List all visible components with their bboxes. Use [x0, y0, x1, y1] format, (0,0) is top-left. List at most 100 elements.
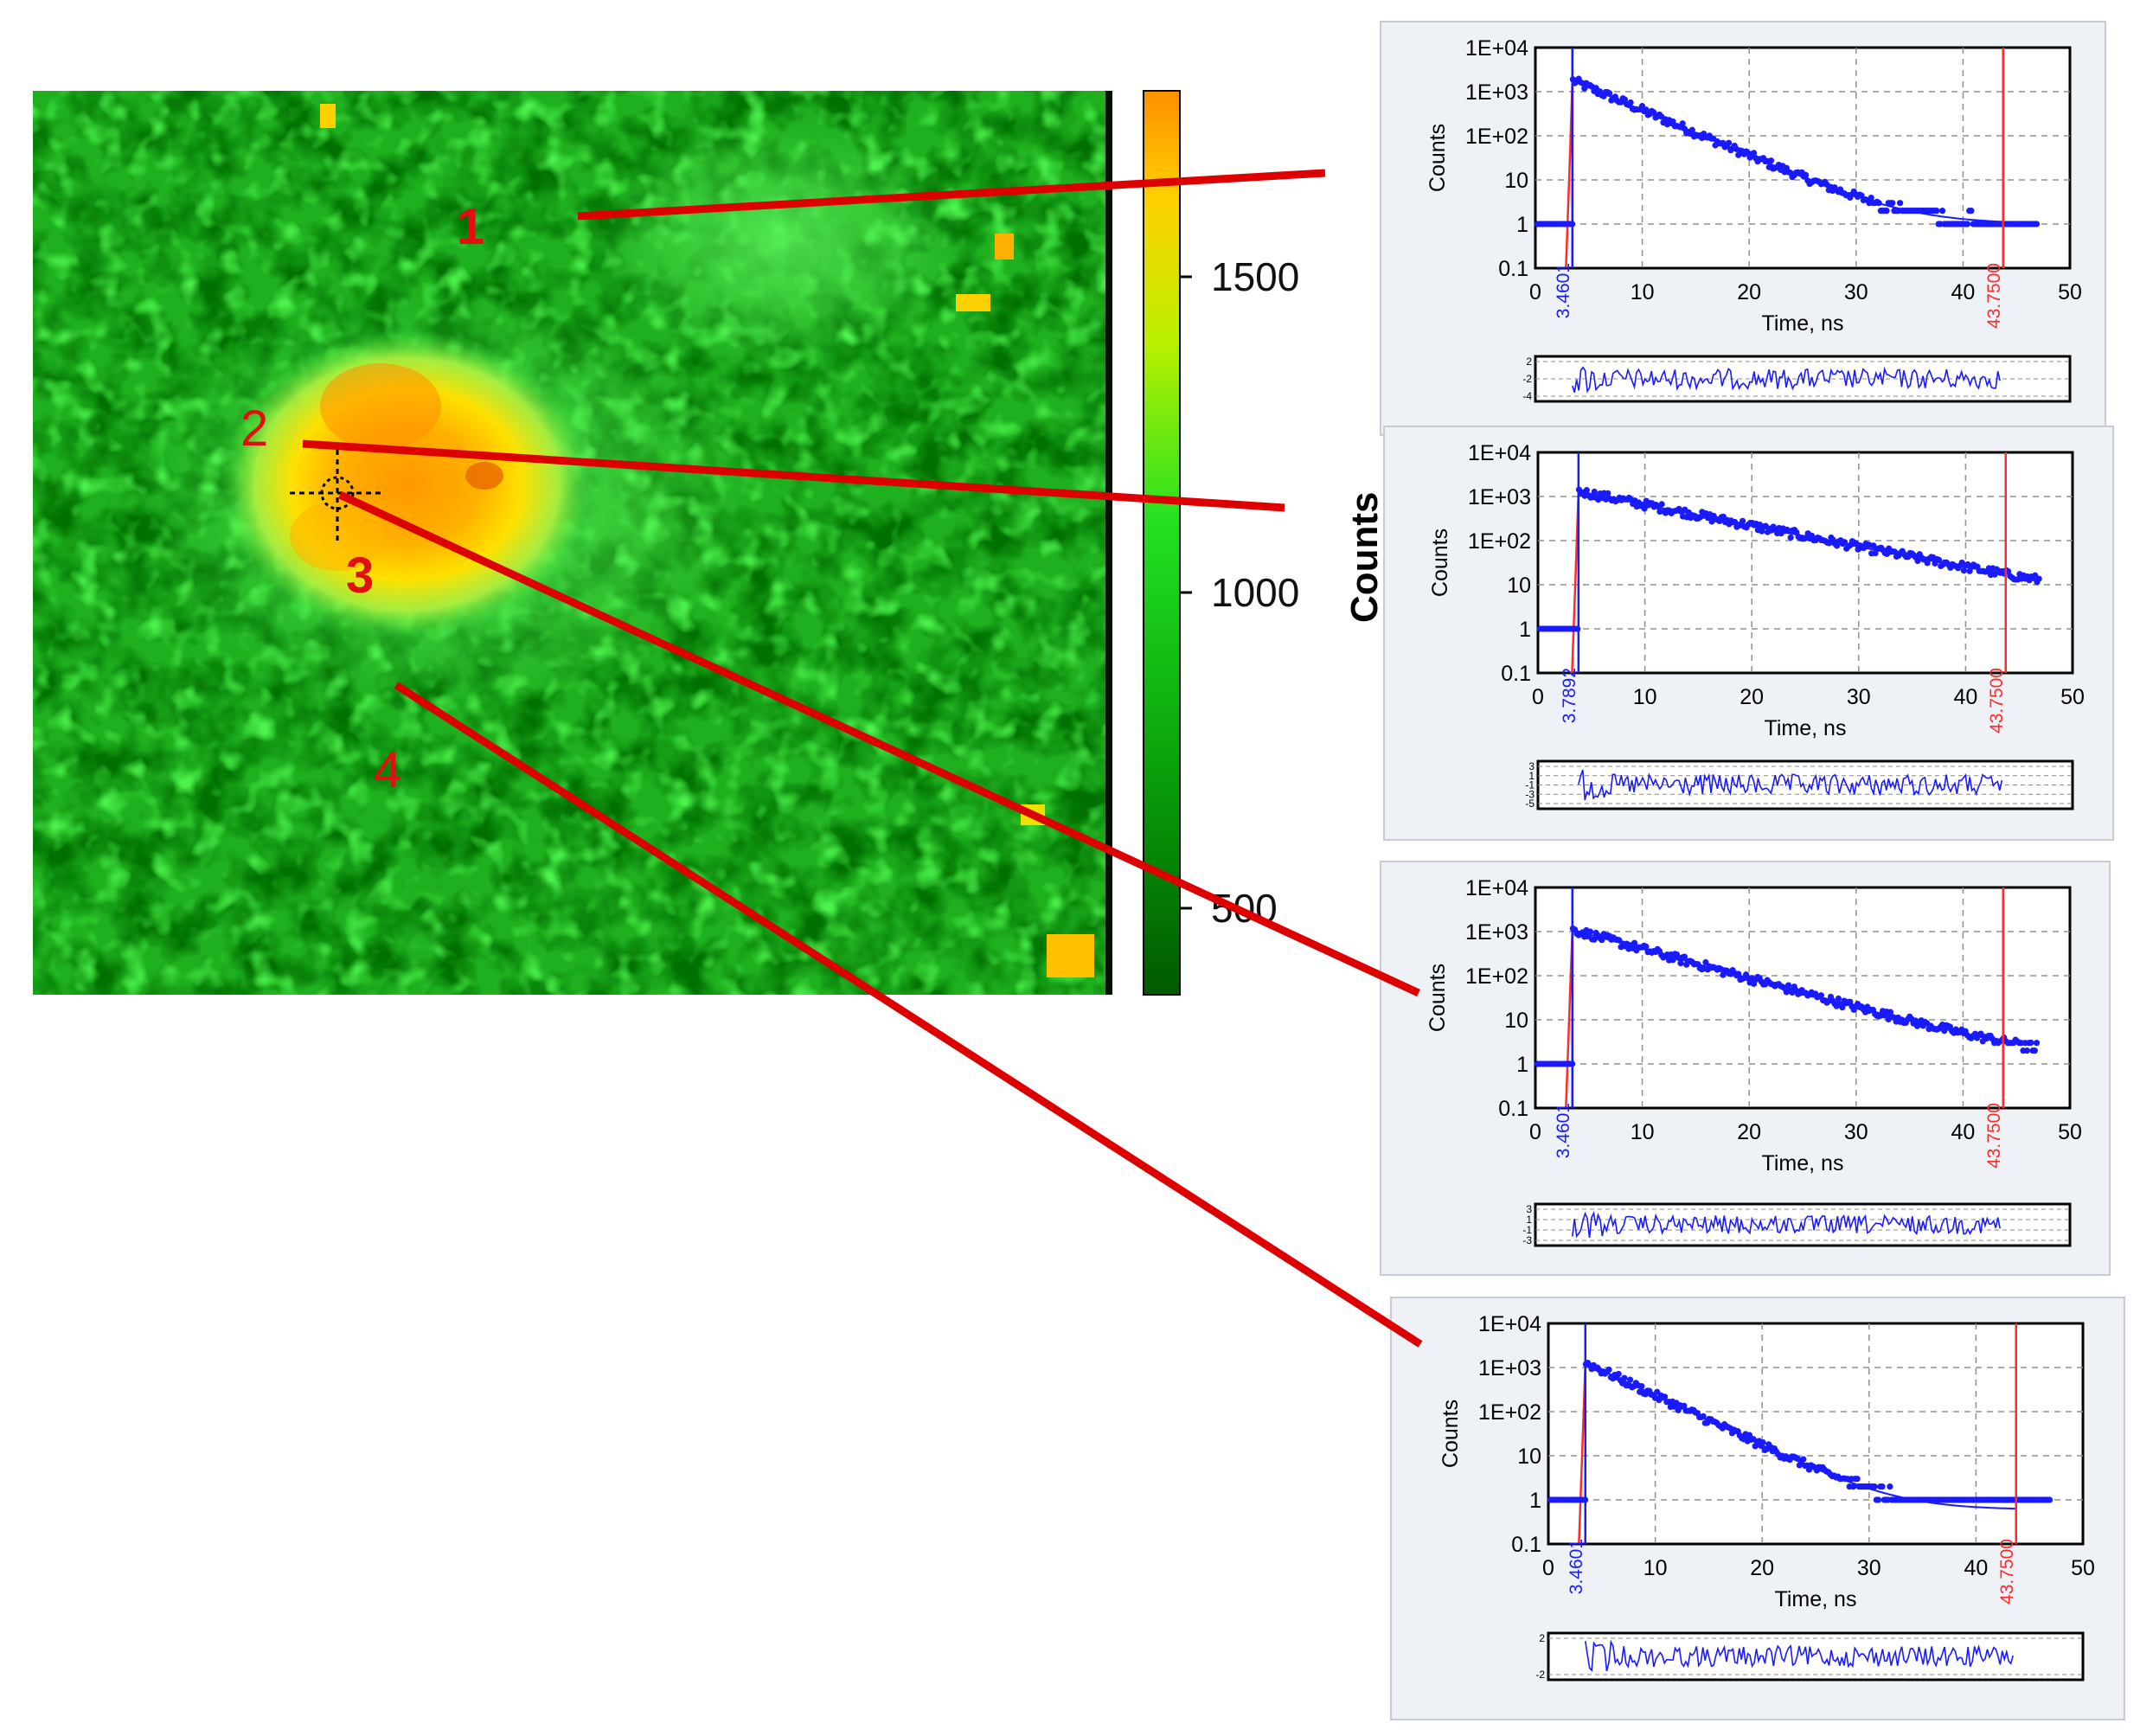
x-tick-label: 30 — [1844, 280, 1868, 304]
y-tick-label: 10 — [1504, 169, 1528, 193]
data-point — [1586, 928, 1594, 935]
data-point — [1868, 194, 1874, 202]
x-tick-label: 10 — [1631, 1120, 1655, 1144]
data-point — [1735, 970, 1742, 977]
range-marker-label: 3.4601 — [1567, 1539, 1586, 1594]
x-tick-label: 0 — [1529, 1120, 1541, 1144]
data-point — [1960, 567, 1968, 574]
side-counts-label: Counts — [1343, 491, 1386, 623]
data-point — [1887, 1483, 1893, 1490]
y-tick-label: 1E+03 — [1478, 1356, 1541, 1380]
data-point — [1750, 150, 1758, 157]
x-tick-label: 30 — [1844, 1120, 1868, 1144]
data-point — [1725, 139, 1733, 146]
data-point — [1681, 953, 1688, 960]
residuals-tick-label: 2 — [1526, 356, 1532, 368]
data-point — [1591, 936, 1598, 943]
data-point — [1875, 200, 1882, 207]
y-tick-label: 1E+02 — [1465, 964, 1528, 989]
range-marker-label: 3.7892 — [1560, 668, 1579, 723]
connector-line-3 — [338, 490, 1420, 997]
x-tick-label: 20 — [1737, 280, 1761, 304]
data-point — [1941, 1028, 1948, 1035]
y-tick-label: 1E+04 — [1468, 441, 1531, 465]
y-tick-label: 1E+03 — [1465, 920, 1528, 945]
residuals-tick-label: -5 — [1525, 798, 1535, 810]
x-tick-label: 10 — [1633, 685, 1657, 709]
data-point — [1883, 208, 1890, 215]
data-point — [1702, 958, 1709, 966]
data-point — [1935, 556, 1943, 563]
colorbar-gradient — [1143, 90, 1181, 996]
data-point — [2028, 1039, 2034, 1047]
decay-chart-1: 1E+04 1E+03 1E+02 10 1 0.10 10 20 30 40 50 Time, ns… — [1380, 21, 2106, 436]
y-tick-label: 1 — [1519, 618, 1531, 642]
data-point — [1794, 1455, 1801, 1462]
data-point — [1871, 1483, 1878, 1490]
residuals-tick-label: 3 — [1526, 1203, 1532, 1215]
y-tick-label: 0.1 — [1498, 1097, 1528, 1121]
x-tick-label: 30 — [1847, 685, 1871, 709]
y-tick-label: 10 — [1507, 573, 1531, 598]
y-tick-label: 0.1 — [1498, 257, 1528, 281]
range-marker-label: 43.7500 — [1984, 1103, 2004, 1169]
x-tick-label: 50 — [2058, 280, 2082, 304]
range-marker-label: 3.4601 — [1554, 263, 1573, 318]
data-point — [1991, 571, 1998, 578]
residuals-line — [1584, 1639, 2014, 1672]
x-tick-label: 0 — [1542, 1556, 1554, 1580]
y-tick-label: 10 — [1504, 1009, 1528, 1033]
data-point — [1627, 99, 1634, 106]
data-point — [1605, 1366, 1612, 1374]
data-point — [1650, 109, 1657, 116]
range-marker-label: 43.7500 — [1987, 668, 2007, 733]
data-point — [1817, 992, 1824, 999]
region-label-2: 2 — [240, 400, 268, 457]
x-tick-label: 10 — [1631, 280, 1655, 304]
data-point — [1887, 1009, 1894, 1015]
y-tick-label: 1E+02 — [1465, 125, 1528, 149]
data-point — [1854, 1476, 1861, 1483]
residuals-frame — [1547, 1631, 2085, 1682]
y-tick-label: 1E+03 — [1465, 80, 1528, 105]
data-point — [1968, 208, 1975, 215]
data-point — [2033, 221, 2041, 227]
x-tick-label: 20 — [1740, 685, 1764, 709]
data-point — [1874, 1496, 1882, 1503]
plot-area — [1534, 886, 2072, 1110]
residuals-tick-label: -3 — [1525, 788, 1535, 800]
data-point — [1621, 96, 1629, 103]
data-point — [1700, 1413, 1707, 1419]
data-point — [1658, 501, 1665, 508]
x-tick-label: 10 — [1643, 1556, 1668, 1580]
residuals-line — [1572, 366, 2001, 394]
decay-chart-3: 1E+04 1E+03 1E+02 10 1 0.10 10 20 30 40 50 Time, ns… — [1380, 861, 2111, 1276]
y-tick-label: 1 — [1516, 213, 1528, 237]
region-labels: 1 2 3 4 — [240, 199, 484, 798]
data-point — [1681, 1402, 1688, 1409]
x-tick-label: 50 — [2060, 685, 2085, 709]
connector-line-4 — [394, 682, 1423, 1348]
data-point — [1767, 157, 1775, 164]
plot-area — [1534, 46, 2072, 270]
data-point — [1879, 1483, 1886, 1490]
data-point — [1583, 487, 1590, 494]
residuals-tick-label: -1 — [1525, 779, 1535, 791]
data-point — [1638, 1383, 1645, 1390]
residuals-tick-label: -2 — [1535, 1669, 1545, 1681]
residuals-plot: 2 -2 — [1535, 1631, 2085, 1682]
region-connector-lines — [302, 169, 1423, 1348]
data-point — [2023, 1047, 2031, 1054]
data-point — [1606, 90, 1613, 97]
region-label-4: 4 — [374, 742, 401, 798]
data-point — [1858, 192, 1865, 199]
x-tick-label: 40 — [1951, 1120, 1975, 1144]
crosshair-cursor-icon[interactable] — [290, 450, 385, 541]
x-tick-label: 0 — [1532, 685, 1544, 709]
data-point — [1850, 1483, 1857, 1490]
x-axis-title: Time, ns — [1762, 311, 1844, 336]
data-point — [1591, 488, 1598, 496]
data-point — [1643, 106, 1650, 113]
